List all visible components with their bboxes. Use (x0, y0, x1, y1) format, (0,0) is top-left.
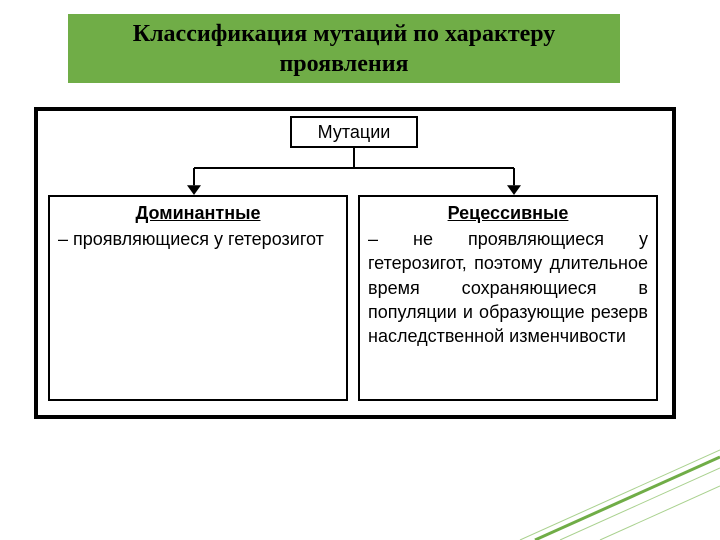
leaf-dominant-title: Доминантные (58, 203, 338, 224)
leaf-recessive: Рецессивные – не проявляющиеся у гетероз… (358, 195, 658, 401)
leaf-recessive-body: – не проявляющиеся у гетерозигот, поэтом… (368, 227, 648, 348)
leaf-recessive-title: Рецессивные (368, 203, 648, 224)
leaf-dominant-body: – проявляющиеся у гетерозигот (58, 227, 338, 251)
leaf-dominant: Доминантные – проявляющиеся у гетерозиго… (48, 195, 348, 401)
